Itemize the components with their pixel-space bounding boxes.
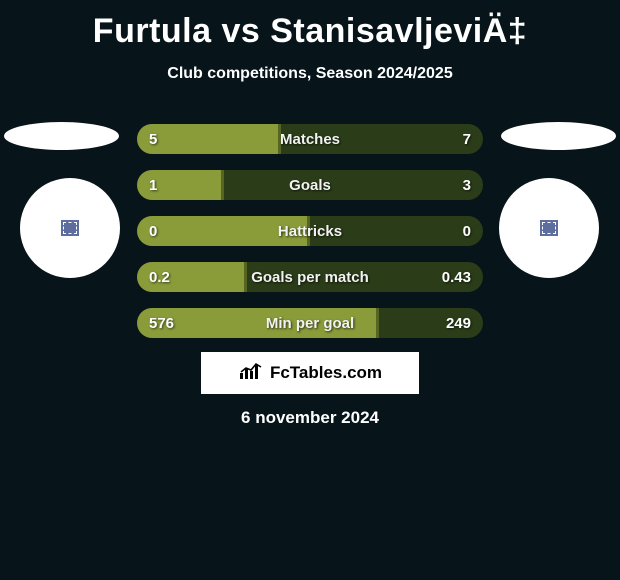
player-right-block <box>501 122 620 278</box>
stat-label: Hattricks <box>137 216 483 246</box>
stat-label: Goals per match <box>137 262 483 292</box>
stat-label: Goals <box>137 170 483 200</box>
player-left-name-pill <box>4 122 119 150</box>
stat-row: 13Goals <box>137 170 483 200</box>
avatar-placeholder-icon <box>540 220 558 236</box>
stat-label: Matches <box>137 124 483 154</box>
brand-text: FcTables.com <box>270 363 382 383</box>
player-left-avatar <box>20 178 120 278</box>
date-text: 6 november 2024 <box>0 408 620 428</box>
player-right-avatar <box>499 178 599 278</box>
page-subtitle: Club competitions, Season 2024/2025 <box>0 51 620 83</box>
brand-chart-icon <box>238 361 264 386</box>
stat-label: Min per goal <box>137 308 483 338</box>
brand-badge: FcTables.com <box>201 352 419 394</box>
player-left-block <box>0 122 120 278</box>
stat-row: 57Matches <box>137 124 483 154</box>
stat-row: 576249Min per goal <box>137 308 483 338</box>
player-right-name-pill <box>501 122 616 150</box>
page-title: Furtula vs StanisavljeviÄ‡ <box>0 0 620 51</box>
avatar-placeholder-icon <box>61 220 79 236</box>
stat-row: 00Hattricks <box>137 216 483 246</box>
stat-row: 0.20.43Goals per match <box>137 262 483 292</box>
stats-container: 57Matches 13Goals 00Hattricks 0.20.43Goals … <box>137 124 483 354</box>
